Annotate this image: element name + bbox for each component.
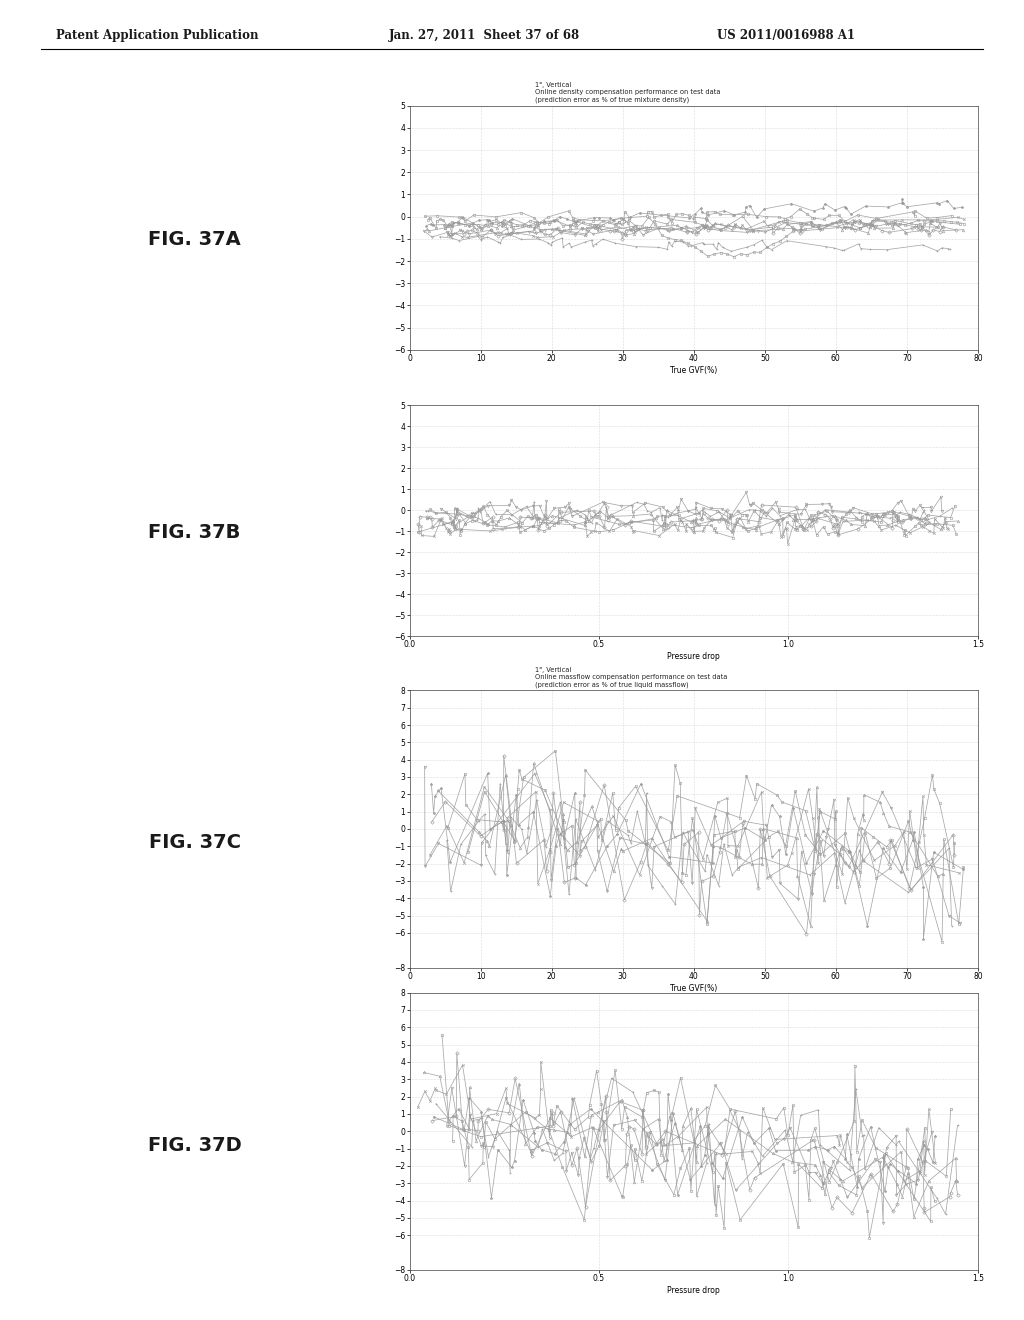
- X-axis label: True GVF(%): True GVF(%): [670, 366, 718, 375]
- X-axis label: Pressure drop: Pressure drop: [668, 652, 720, 661]
- Text: FIG. 37A: FIG. 37A: [148, 231, 241, 249]
- Text: FIG. 37D: FIG. 37D: [147, 1135, 242, 1155]
- Text: FIG. 37B: FIG. 37B: [148, 523, 241, 541]
- X-axis label: True GVF(%): True GVF(%): [670, 983, 718, 993]
- Text: 1", Vertical
Online density compensation performance on test data
(prediction er: 1", Vertical Online density compensation…: [535, 82, 720, 103]
- X-axis label: Pressure drop: Pressure drop: [668, 1286, 720, 1295]
- Text: Jan. 27, 2011  Sheet 37 of 68: Jan. 27, 2011 Sheet 37 of 68: [389, 29, 581, 42]
- Text: FIG. 37C: FIG. 37C: [148, 833, 241, 853]
- Text: Patent Application Publication: Patent Application Publication: [56, 29, 259, 42]
- Text: 1", Vertical
Online massflow compensation performance on test data
(prediction e: 1", Vertical Online massflow compensatio…: [535, 667, 727, 688]
- Text: US 2011/0016988 A1: US 2011/0016988 A1: [717, 29, 855, 42]
